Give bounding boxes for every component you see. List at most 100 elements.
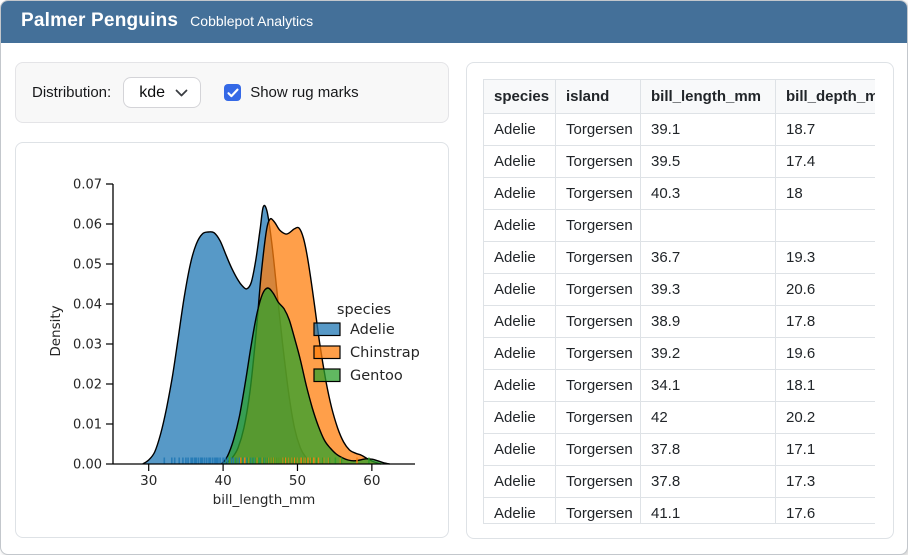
- app-header: Palmer Penguins Cobblepot Analytics: [1, 1, 907, 43]
- app-subtitle: Cobblepot Analytics: [190, 13, 314, 29]
- table-cell: Torgersen: [555, 113, 641, 146]
- table-cell: Torgersen: [555, 241, 641, 274]
- table-cell: 17.8: [775, 305, 875, 338]
- table-cell: 39.2: [640, 337, 776, 370]
- legend-swatch-adelie: [313, 322, 341, 337]
- controls-card: Distribution: kde: [15, 62, 449, 123]
- legend-label-adelie: Adelie: [350, 322, 395, 338]
- rug-checkbox[interactable]: [224, 84, 242, 101]
- kde-area-gentoo: [221, 287, 390, 465]
- legend-label-gentoo: Gentoo: [350, 368, 403, 384]
- table-cell: 20.2: [775, 401, 875, 434]
- table-cell: Torgersen: [555, 465, 641, 498]
- table-cell: Adelie: [483, 209, 556, 242]
- kde-areas: [142, 204, 390, 465]
- table-cell: 37.8: [640, 433, 776, 466]
- table-cell: 34.1: [640, 369, 776, 402]
- legend-label-chinstrap: Chinstrap: [350, 345, 420, 361]
- table-row: Adelie Torgersen 34.1 18.1: [483, 369, 875, 402]
- app-title: Palmer Penguins: [21, 10, 179, 31]
- table-cell: 17.3: [775, 465, 875, 498]
- table-cell: Adelie: [483, 369, 556, 402]
- table-row: Adelie Torgersen 39.5 17.4: [483, 145, 875, 178]
- table-cell: Adelie: [483, 497, 556, 523]
- legend-swatch-gentoo: [313, 368, 341, 383]
- table-cell: 18.1: [775, 369, 875, 402]
- table-row: Adelie Torgersen 40.3 18: [483, 177, 875, 210]
- distribution-select[interactable]: kde: [123, 77, 202, 108]
- left-column: Distribution: kde: [15, 62, 449, 539]
- table-cell: Adelie: [483, 241, 556, 274]
- table-cell: Torgersen: [555, 401, 641, 434]
- table-row: Adelie Torgersen 36.7 19.3: [483, 241, 875, 274]
- table-cell: 37.8: [640, 465, 776, 498]
- table-cell: 17.4: [775, 145, 875, 178]
- table-cell: 39.1: [640, 113, 776, 146]
- rug-marks-gentoo: [229, 457, 370, 464]
- table-cell: Torgersen: [555, 177, 641, 210]
- table-wrapper[interactable]: species island bill_length_mm bill_depth…: [483, 79, 875, 524]
- svg-text:60: 60: [363, 473, 380, 489]
- table-cell: Adelie: [483, 273, 556, 306]
- table-cell: Adelie: [483, 145, 556, 178]
- table-cell: 19.6: [775, 337, 875, 370]
- rug-checkbox-field[interactable]: Show rug marks: [224, 84, 359, 101]
- table-cell: Adelie: [483, 401, 556, 434]
- table-cell: [775, 209, 875, 242]
- table-cell: 38.9: [640, 305, 776, 338]
- column-header-island: island: [555, 79, 641, 114]
- table-row: Adelie Torgersen 39.1 18.7: [483, 113, 875, 146]
- table-cell: 19.3: [775, 241, 875, 274]
- svg-text:0.07: 0.07: [73, 178, 102, 193]
- svg-text:0.01: 0.01: [73, 418, 102, 433]
- table-cell: 39.5: [640, 145, 776, 178]
- legend-swatch-chinstrap: [313, 345, 341, 360]
- rug-checkbox-label[interactable]: Show rug marks: [250, 84, 359, 101]
- table-cell: Torgersen: [555, 273, 641, 306]
- table-cell: 18.7: [775, 113, 875, 146]
- table-cell: Torgersen: [555, 145, 641, 178]
- y-axis-label: Density: [48, 305, 64, 356]
- x-axis-label: bill_length_mm: [213, 492, 316, 508]
- table-cell: Adelie: [483, 465, 556, 498]
- distribution-label: Distribution:: [32, 84, 112, 101]
- check-icon: [227, 88, 239, 98]
- column-header-bill-length: bill_length_mm: [640, 79, 776, 114]
- plot-card: 0.00 0.01 0.02 0.03 0.04 0.05 0.06 0.07 30 40 50 60…: [15, 142, 449, 538]
- svg-text:0.06: 0.06: [73, 218, 102, 233]
- table-cell: 17.1: [775, 433, 875, 466]
- table-cell: Torgersen: [555, 337, 641, 370]
- table-cell: [640, 209, 776, 242]
- axes: 0.00 0.01 0.02 0.03 0.04 0.05 0.06 0.07 30 40 50 60…: [48, 178, 415, 508]
- table-cell: 18: [775, 177, 875, 210]
- table-cell: Adelie: [483, 337, 556, 370]
- table-row: Adelie Torgersen 39.2 19.6: [483, 337, 875, 370]
- table-row: Adelie Torgersen 38.9 17.8: [483, 305, 875, 338]
- chevron-down-icon: [175, 89, 188, 97]
- table-cell: 20.6: [775, 273, 875, 306]
- table-cell: 42: [640, 401, 776, 434]
- table-header-row: species island bill_length_mm bill_depth…: [483, 79, 875, 114]
- table-row: Adelie Torgersen 39.3 20.6: [483, 273, 875, 306]
- svg-text:0.04: 0.04: [73, 298, 102, 313]
- right-column: species island bill_length_mm bill_depth…: [466, 62, 894, 539]
- svg-text:50: 50: [289, 473, 306, 489]
- table-cell: 39.3: [640, 273, 776, 306]
- table-cell: 41.1: [640, 497, 776, 523]
- table-card: species island bill_length_mm bill_depth…: [466, 62, 894, 539]
- svg-text:0.00: 0.00: [73, 458, 102, 473]
- table-cell: 36.7: [640, 241, 776, 274]
- kde-plot: 0.00 0.01 0.02 0.03 0.04 0.05 0.06 0.07 30 40 50 60…: [48, 178, 420, 509]
- table-cell: Torgersen: [555, 305, 641, 338]
- main-content: Distribution: kde: [1, 43, 907, 539]
- table-cell: Adelie: [483, 305, 556, 338]
- table-cell: 40.3: [640, 177, 776, 210]
- column-header-species: species: [483, 79, 556, 114]
- legend-title: species: [337, 302, 391, 318]
- table-cell: Torgersen: [555, 369, 641, 402]
- svg-text:30: 30: [140, 473, 157, 489]
- svg-text:0.05: 0.05: [73, 258, 102, 273]
- table-cell: 17.6: [775, 497, 875, 523]
- distribution-select-value: kde: [139, 83, 165, 101]
